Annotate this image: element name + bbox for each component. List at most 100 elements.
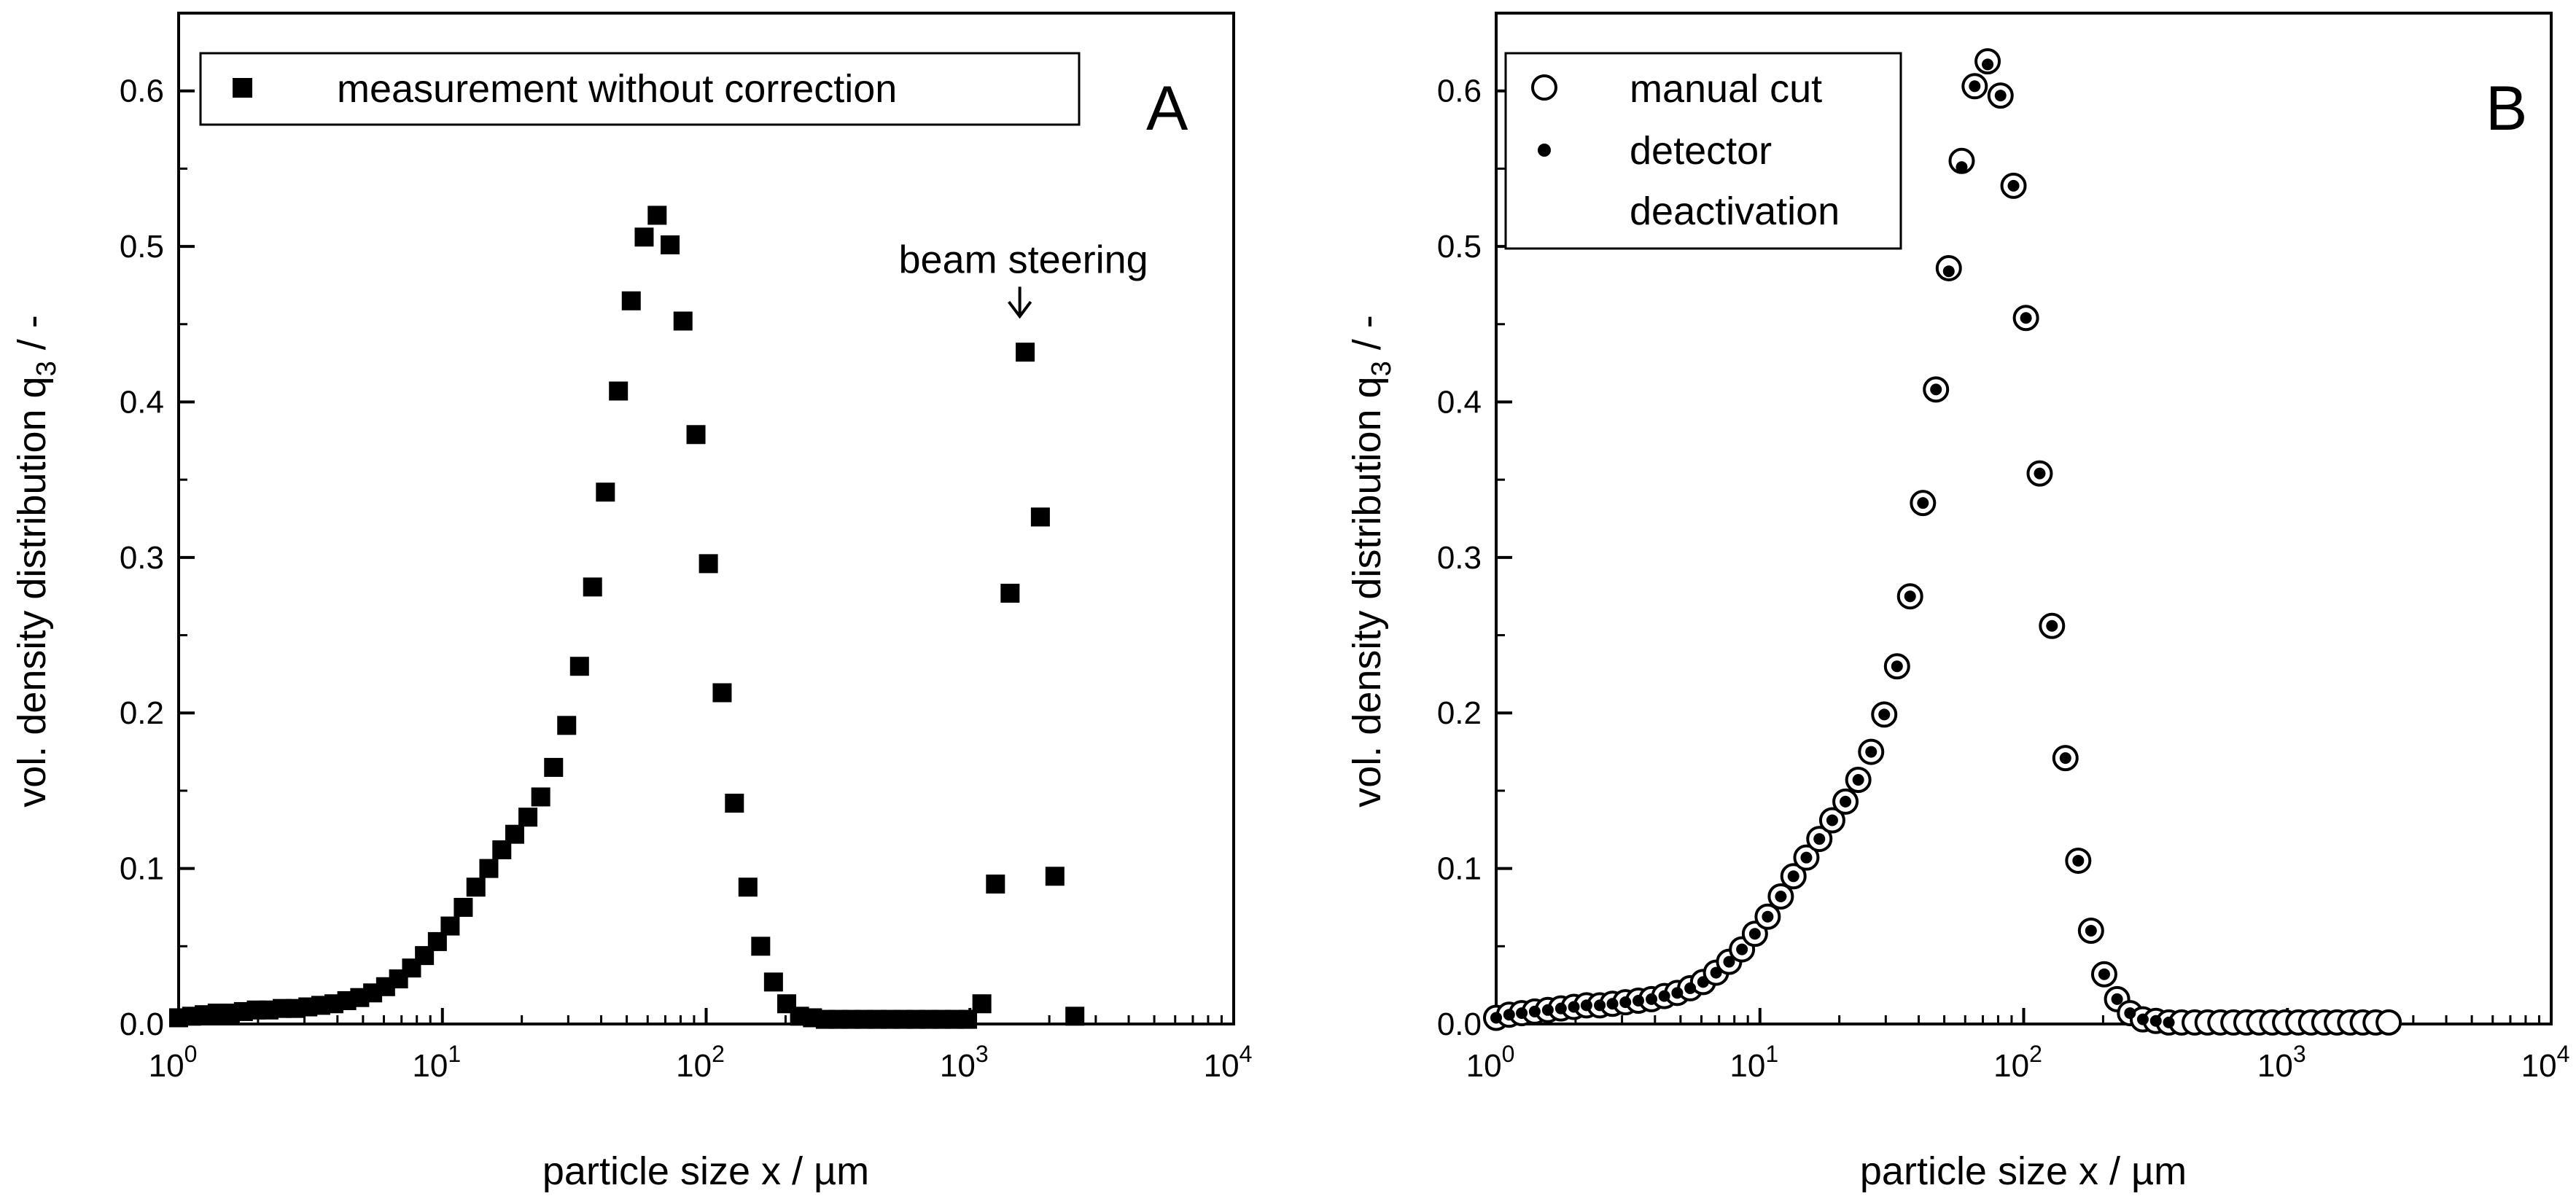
panel-b-legend: manual cut detector deactivation	[1504, 52, 1902, 250]
beam-steering-label: beam steering	[899, 238, 1148, 281]
panel-b-point-dot	[1516, 1007, 1528, 1020]
panel-a-point	[569, 657, 589, 676]
panel-a-y-tick-label: 0.6	[120, 74, 164, 109]
panel-a-point	[738, 878, 758, 897]
panel-b-point-dot	[1787, 870, 1799, 883]
panel-b-y-tick-label: 0.5	[1437, 229, 1482, 265]
panel-b-legend-box	[1504, 52, 1902, 250]
panel-a-legend-marker	[233, 78, 252, 98]
panel-a-point	[609, 381, 629, 401]
panel-a-point	[972, 994, 992, 1014]
panel-b-y-tick-label: 0.6	[1437, 74, 1482, 109]
panel-b-point-dot	[1619, 996, 1632, 1009]
panel-b-point-dot	[1606, 998, 1619, 1010]
panel-a-legend-box	[199, 52, 1081, 126]
panel-b-point-dot	[1646, 993, 1658, 1005]
panel-a-legend-label: measurement without correction	[337, 67, 897, 111]
panel-b-letter: B	[2486, 74, 2527, 144]
panel-b-point-dot	[1594, 999, 1606, 1012]
panel-a-plot-area: 0.0 0.1 0.2 0.3 0.4 0.5 0.6 100 101 102 103 104	[120, 12, 1252, 1084]
panel-a-frame	[177, 12, 1235, 1025]
panel-b-point-dot	[1917, 497, 1929, 509]
panel-b-point-dot	[1541, 1004, 1554, 1016]
panel-a-x-tick-label: 102	[676, 1041, 725, 1084]
panel-a-point	[1065, 1007, 1085, 1026]
panel-b-point-dot	[1723, 955, 1735, 968]
panel-a-x-tick-label: 101	[412, 1041, 461, 1084]
panel-b-point-dot	[1891, 660, 1903, 673]
panel-a-point	[1016, 343, 1035, 362]
panel-b-x-tick-label: 104	[2521, 1041, 2570, 1084]
panel-b-x-tick-label: 103	[2257, 1041, 2306, 1084]
panel-a-point	[466, 878, 486, 897]
panel-b-point-dot	[1710, 966, 1722, 979]
panel-b-point-dot	[2072, 854, 2085, 867]
panel-a-point	[712, 683, 732, 703]
panel-b-point-dot	[1840, 795, 1852, 808]
panel-b-point-dot	[2163, 1016, 2175, 1028]
panel-b-legend-label-3: deactivation	[1630, 189, 1840, 233]
panel-b-point-open	[2375, 1009, 2402, 1036]
panel-b-point-dot	[1904, 590, 1916, 603]
panel-b-point-dot	[1982, 58, 1994, 71]
panel-b-point-dot	[1580, 999, 1592, 1012]
panel-b-point-dot	[2046, 620, 2058, 632]
panel-a-point	[1000, 583, 1020, 603]
panel-a-point	[596, 482, 615, 502]
panel-b-point-dot	[1568, 1001, 1580, 1013]
panel-b-x-tick-label: 101	[1729, 1041, 1778, 1084]
panel-b-y-tick-label: 0.0	[1437, 1007, 1482, 1042]
panel-a-y-tick-label: 0.3	[120, 540, 164, 576]
panel-b-x-tick-label: 100	[1466, 1041, 1515, 1084]
panel-a-point	[440, 916, 460, 936]
panel-b-point-dot	[1956, 161, 1968, 173]
panel-b-point-dot	[1800, 851, 1813, 864]
panel-b-point-dot	[1969, 80, 1981, 93]
panel-a-point	[454, 897, 473, 917]
panel-a-point	[647, 206, 667, 225]
panel-b-point-dot	[2136, 1013, 2149, 1025]
panel-a-point	[557, 716, 577, 735]
panel-b-point-dot	[1878, 708, 1891, 721]
panel-a-point	[673, 311, 693, 331]
panel-b-point-dot	[1684, 982, 1697, 994]
panel-b-point-dot	[1762, 910, 1774, 923]
panel-b-x-tick-label: 102	[1993, 1041, 2042, 1084]
panel-b-point-dot	[2059, 752, 2071, 765]
panel-b-point-dot	[1826, 814, 1838, 826]
panel-b-point-dot	[1748, 928, 1761, 940]
panel-a-point	[699, 554, 718, 574]
panel-b-point-dot	[2007, 179, 2020, 192]
panel-a-point	[725, 793, 744, 813]
panel-a-y-tick-label: 0.0	[120, 1007, 164, 1042]
panel-b-point-dot	[2124, 1007, 2136, 1020]
panel-b-y-tick-label: 0.4	[1437, 384, 1482, 420]
panel-a-letter: A	[1146, 74, 1188, 144]
panel-b-point-dot	[1865, 746, 1877, 758]
panel-b-ylabel: vol. density distribution q3 / -	[1345, 315, 1397, 807]
panel-b-point-dot	[1930, 383, 1942, 396]
beam-steering-arrow-head	[1008, 300, 1032, 319]
panel-a-x-tick-label: 103	[940, 1041, 989, 1084]
panel-b-point-dot	[1775, 891, 1787, 903]
panel-a-point	[505, 824, 524, 844]
panel-a-y-tick-label: 0.2	[120, 695, 164, 731]
panel-a-y-tick-label: 0.4	[120, 384, 164, 420]
panel-b-point-dot	[1658, 990, 1670, 1002]
panel-b-point-dot	[2034, 467, 2046, 480]
panel-b-point-dot	[1942, 265, 1955, 278]
panel-b-point-dot	[1852, 773, 1864, 786]
panel-b-legend-label-1: manual cut	[1630, 67, 1822, 111]
panel-b-legend-label-2: detector	[1630, 129, 1772, 173]
panel-a-legend: measurement without correction	[199, 52, 1081, 126]
panel-a-x-tick-label: 100	[149, 1041, 198, 1084]
panel-a-ylabel: vol. density distribution q3 / -	[10, 315, 62, 807]
panel-b-legend-marker-dot	[1538, 144, 1551, 157]
panel-b-point-dot	[2085, 924, 2097, 937]
panel-a-point	[479, 859, 499, 878]
panel-b-point-dot	[1554, 1002, 1567, 1015]
panel-b-point-dot	[1633, 994, 1645, 1007]
panel-a-point	[583, 577, 602, 597]
panel-a-xlabel: particle size x / µm	[542, 1149, 869, 1193]
